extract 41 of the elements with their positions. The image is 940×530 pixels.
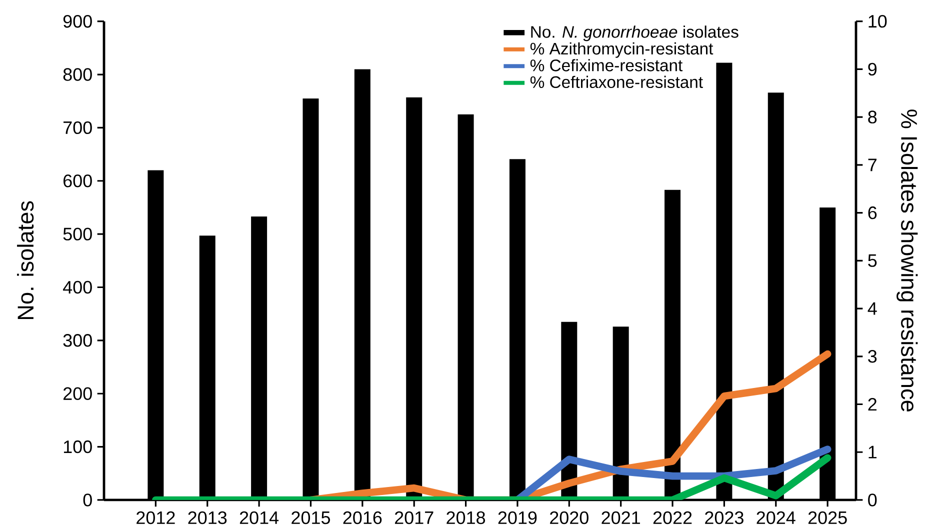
y-tick-label: 100 (64, 440, 92, 454)
legend-label: % Cefixime-resistant (530, 59, 683, 72)
y-tick-label: 900 (63, 14, 92, 28)
x-tick-label: 2015 (292, 511, 330, 524)
y-axis-title: No. isolates (17, 201, 34, 320)
y2-tick-label: 4 (868, 302, 877, 315)
x-tick-label: 2012 (136, 511, 175, 524)
y2-tick-label: 6 (868, 206, 877, 220)
y-tick-label: 300 (63, 334, 92, 347)
x-tick-label: 2019 (498, 511, 537, 524)
y2-tick-label: 8 (868, 110, 877, 124)
y2-tick-label: 3 (868, 350, 877, 363)
x-tick-label: 2022 (653, 511, 692, 524)
x-tick-label: 2013 (188, 511, 227, 524)
y-tick-label: 700 (64, 121, 92, 134)
y2-tick-label: 9 (868, 62, 877, 76)
y-tick-label: 600 (64, 174, 92, 188)
legend-label: No. N. gonorrhoeae isolates (531, 26, 738, 42)
x-tick-label: 2016 (343, 511, 382, 524)
y-tick-label: 200 (63, 387, 92, 400)
y2-tick-label: 2 (868, 398, 876, 411)
x-tick-label: 2025 (808, 511, 847, 524)
x-tick-label: 2020 (550, 511, 588, 524)
y2-axis-title: % Isolates showing resistance (896, 110, 918, 412)
y2-tick-label: 5 (868, 254, 877, 267)
y-tick-label: 800 (63, 68, 92, 81)
y-tick-label: 500 (63, 228, 92, 240)
y-tick-label: 0 (83, 494, 92, 506)
y2-tick-label: 7 (868, 158, 876, 172)
x-tick-label: 2023 (705, 511, 744, 524)
x-tick-label: 2014 (240, 511, 279, 524)
x-tick-label: 2021 (602, 511, 640, 524)
y2-tick-label: 10 (868, 14, 887, 28)
legend-label: % Ceftriaxone-resistant (530, 76, 703, 88)
x-tick-label: 2017 (394, 511, 434, 524)
y2-tick-label: 1 (868, 446, 877, 458)
y-tick-label: 400 (63, 280, 92, 294)
x-tick-label: 2018 (446, 511, 486, 524)
y2-tick-label: 0 (868, 494, 877, 506)
legend-label: % Azithromycin-resistant (530, 42, 714, 58)
x-tick-label: 2024 (756, 511, 796, 524)
